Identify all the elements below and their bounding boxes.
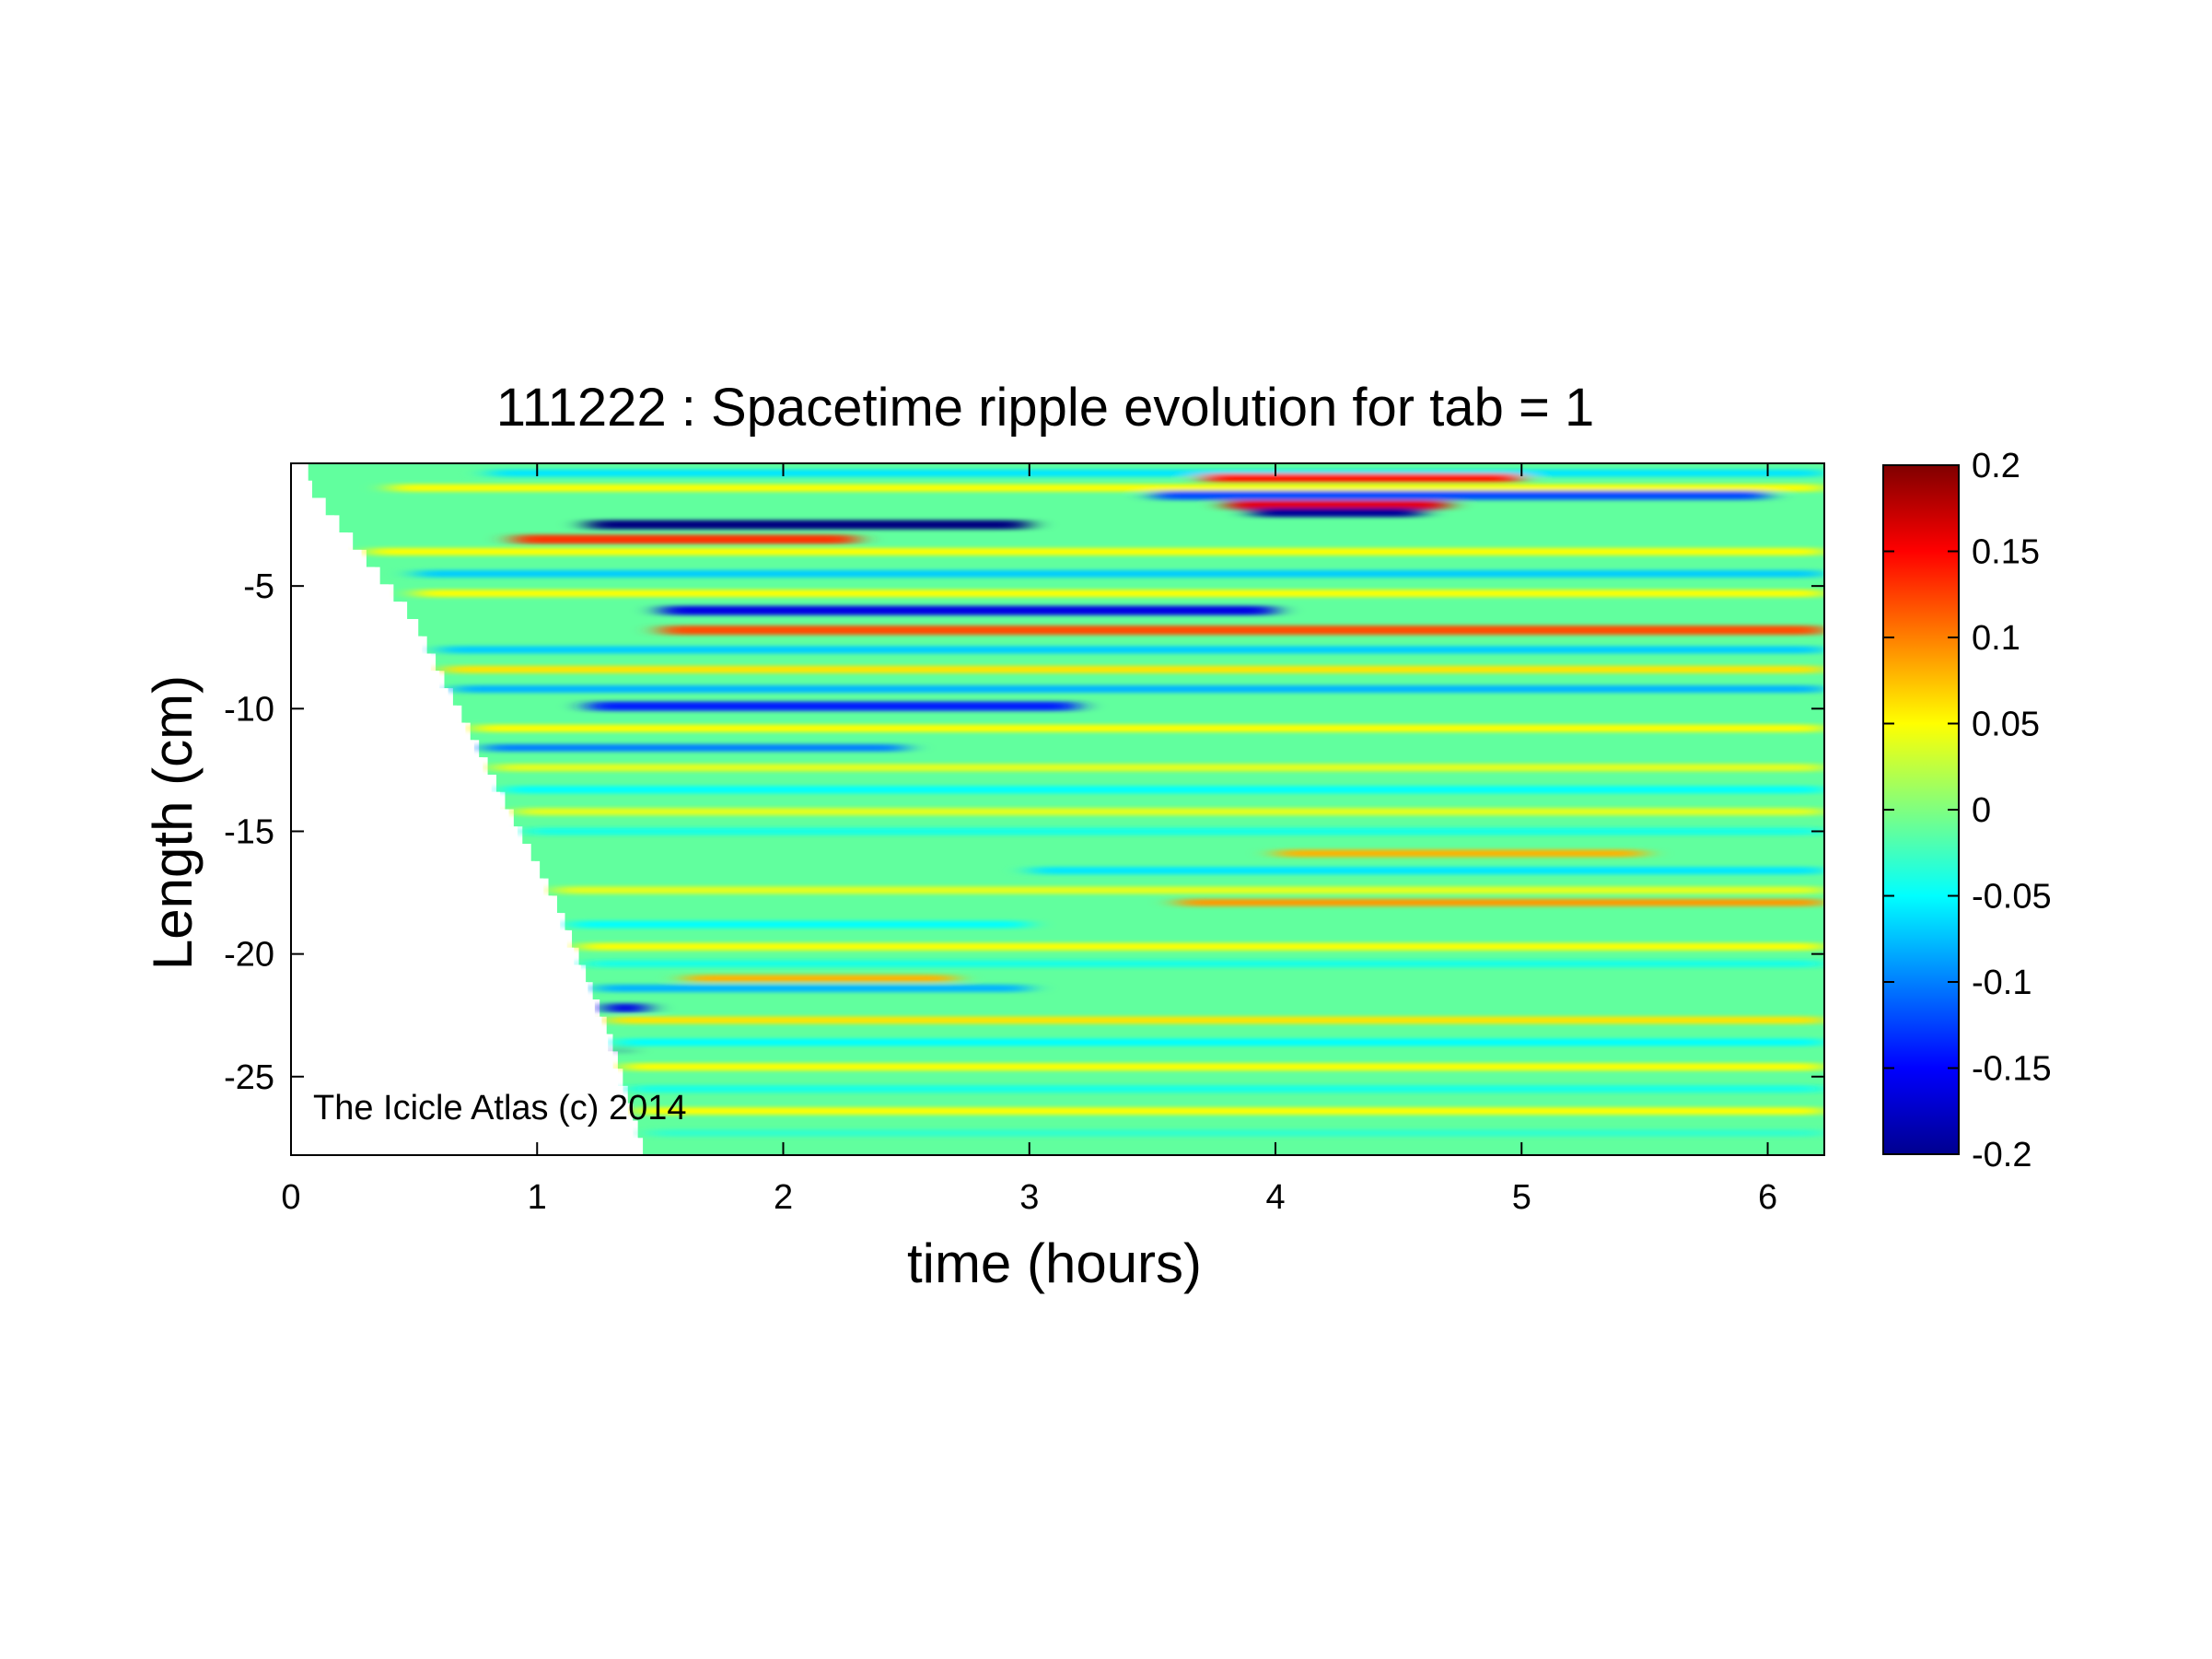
ripple-band (622, 1063, 1824, 1071)
ripple-bands (367, 469, 1824, 1138)
x-tick-label: 6 (1758, 1178, 1777, 1217)
ripple-band (487, 469, 1824, 477)
y-axis-label: Length (cm) (142, 675, 204, 970)
colorbar-tick-label: -0.05 (1972, 878, 2052, 917)
ripple-band (524, 827, 1824, 835)
ripple-band (578, 942, 1824, 951)
ripple-band (553, 886, 1824, 894)
x-tick-label: 2 (774, 1178, 793, 1217)
x-tick-label: 4 (1265, 1178, 1285, 1217)
ripple-band (659, 605, 1276, 615)
plot-area: 0 1 2 3 4 5 6 -5 -10 -15 -20 -25 (224, 462, 1825, 1217)
y-tick-label: -25 (224, 1058, 274, 1097)
colorbar-gradient (1882, 464, 1960, 1155)
ripple-band (1275, 849, 1645, 858)
ripple-band (1251, 508, 1424, 518)
ripple-band (1029, 867, 1824, 875)
ripple-band (608, 1016, 1824, 1024)
chart-title: 111222 : Spacetime ripple evolution for … (496, 378, 1594, 438)
ripple-band (569, 920, 1030, 929)
ripple-band (684, 975, 956, 983)
colorbar-tick-label: 0.05 (1972, 706, 2040, 744)
ripple-band (512, 534, 857, 544)
x-axis-label: time (hours) (907, 1233, 1202, 1294)
ripple-band (615, 1038, 1824, 1046)
colorbar-tick-label: 0 (1972, 791, 1991, 830)
ripple-band (483, 743, 907, 752)
colorbar-tick-label: 0.1 (1972, 619, 2020, 658)
y-axis: -5 -10 -15 -20 -25 (224, 567, 1824, 1097)
y-tick-label: -20 (224, 936, 274, 975)
ripple-band (389, 484, 1824, 492)
colorbar-tick-label: 0.2 (1972, 447, 2020, 485)
ripple-band (585, 960, 1824, 968)
colorbar-ticks: 0.2 0.15 0.1 0.05 0 -0.05 -0.1 -0.15 -0.2 (1883, 447, 2052, 1174)
y-tick-label: -15 (224, 812, 274, 851)
x-tick-label: 1 (528, 1178, 547, 1217)
ripple-band (504, 786, 1824, 794)
ripple-band (602, 1003, 648, 1013)
ripple-band (586, 701, 1079, 711)
ripple-band (595, 984, 1030, 992)
ripple-band (586, 520, 1030, 530)
colorbar-tick-label: -0.1 (1972, 964, 2032, 1002)
colorbar-tick-label: -0.2 (1972, 1136, 2032, 1174)
ripple-band (628, 1085, 1824, 1093)
colorbar-tick-label: 0.15 (1972, 533, 2040, 572)
ripple-band (1152, 490, 1768, 500)
ripple-band (647, 1129, 1824, 1138)
heatmap-data (291, 463, 1824, 1155)
colorbar-tick-label: -0.15 (1972, 1050, 2052, 1089)
plot-frame (290, 462, 1825, 1156)
colorbar: 0.2 0.15 0.1 0.05 0 -0.05 -0.1 -0.15 -0.2 (1882, 447, 2052, 1174)
ripple-band (515, 808, 1824, 816)
empty-region (291, 463, 644, 1155)
ripple-band (1177, 898, 1824, 906)
ripple-band (472, 724, 1824, 732)
y-tick-label: -5 (243, 567, 274, 606)
x-axis: 0 1 2 3 4 5 6 (281, 463, 1777, 1217)
ripple-band (635, 1107, 1824, 1116)
ripple-band (438, 646, 1824, 654)
ripple-band (493, 764, 1824, 772)
ripple-band (413, 590, 1824, 598)
ripple-band (659, 625, 1824, 636)
ripple-band (443, 665, 1824, 673)
ripple-band (1226, 500, 1449, 510)
x-tick-label: 5 (1512, 1178, 1531, 1217)
watermark-text: The Icicle Atlas (c) 2014 (313, 1089, 687, 1127)
ripple-band (617, 1045, 623, 1055)
ripple-band (413, 569, 1824, 578)
ripple-band (367, 547, 1824, 555)
x-tick-label: 0 (281, 1178, 300, 1217)
ripple-band (453, 685, 1824, 694)
y-tick-label: -10 (224, 690, 274, 729)
x-tick-label: 3 (1019, 1178, 1039, 1217)
ripple-band (1201, 473, 1522, 483)
